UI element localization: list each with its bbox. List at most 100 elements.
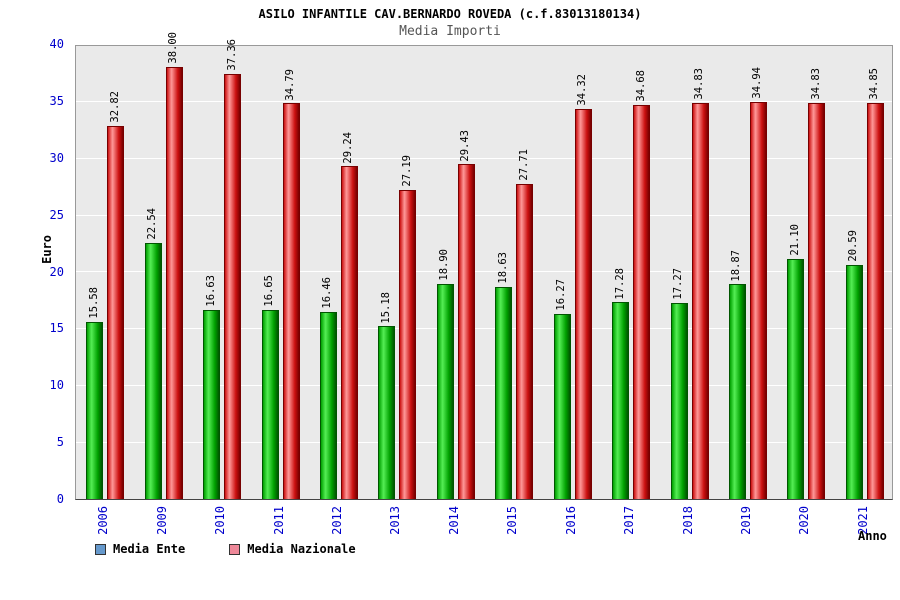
bar-value-label: 22.54 <box>146 208 159 240</box>
x-tick-label: 2020 <box>797 506 812 535</box>
bar-media-nazionale <box>399 189 417 499</box>
bar-media-nazionale <box>107 125 125 499</box>
bar-media-nazionale <box>282 103 300 499</box>
bar-value-label: 34.83 <box>809 68 822 100</box>
x-axis-ticks: 2006 2009 2010 2011 2012 2013 2014 2015 2016 2017… <box>75 506 893 546</box>
bar-media-nazionale <box>749 101 767 499</box>
bar-media-ente <box>436 284 454 499</box>
bar-value-label: 34.83 <box>693 68 705 100</box>
bar-value-label: 16.65 <box>263 275 275 307</box>
bar-value-label: 29.24 <box>342 131 355 164</box>
y-tick-label: 35 <box>49 93 64 108</box>
bar-media-nazionale <box>691 102 709 499</box>
legend: Media Ente Media Nazionale <box>95 542 356 556</box>
bar-media-nazionale <box>808 102 826 499</box>
bar-value-label: 18.63 <box>496 252 509 285</box>
bar-media-ente <box>728 284 746 499</box>
bar-media-nazionale <box>516 183 534 499</box>
gridline <box>76 328 892 329</box>
bar-media-nazionale <box>165 66 183 499</box>
bar-media-nazionale <box>340 166 358 499</box>
bar-value-label: 18.87 <box>730 249 743 282</box>
bar-value-label: 21.10 <box>788 224 801 256</box>
bar-media-ente <box>670 302 688 499</box>
gridline <box>76 442 892 443</box>
gridline <box>76 44 892 45</box>
bar-media-ente <box>845 264 863 499</box>
bar-value-label: 37.36 <box>225 39 238 72</box>
bar-value-label: 34.85 <box>868 67 881 100</box>
x-tick-label: 2013 <box>388 506 403 535</box>
x-tick-label: 2016 <box>563 506 578 535</box>
x-tick-label: 2019 <box>738 506 753 535</box>
bar-media-ente <box>261 309 279 499</box>
chart-title: ASILO INFANTILE CAV.BERNARDO ROVEDA (c.f… <box>258 7 642 21</box>
bar-value-label: 15.58 <box>87 287 100 319</box>
bar-value-label: 34.94 <box>751 66 764 99</box>
y-tick-label: 25 <box>49 207 64 222</box>
y-tick-label: 30 <box>49 150 64 165</box>
bar-value-label: 17.28 <box>613 267 626 300</box>
bar-media-ente <box>319 311 337 499</box>
y-tick-label: 5 <box>56 435 64 450</box>
bar-media-nazionale <box>574 108 592 499</box>
y-tick-label: 40 <box>49 37 64 51</box>
legend-label: Media Ente <box>113 542 186 556</box>
bar-media-nazionale <box>866 102 884 499</box>
legend-swatch <box>229 543 241 555</box>
bar-value-label: 34.79 <box>284 68 296 101</box>
x-tick-label: 2010 <box>213 506 228 535</box>
x-tick-label: 2012 <box>329 506 344 535</box>
gridline <box>76 215 892 216</box>
gridline <box>76 271 892 272</box>
bar-value-label: 34.68 <box>634 69 647 102</box>
gridline <box>76 101 892 102</box>
bar-value-label: 29.43 <box>459 129 472 162</box>
legend-swatch <box>95 543 106 555</box>
bar-media-ente <box>144 242 162 499</box>
x-tick-label: 2017 <box>622 506 637 535</box>
bar-media-ente <box>495 287 513 499</box>
y-tick-label: 15 <box>49 321 64 336</box>
x-tick-label: 2018 <box>680 506 695 535</box>
bar-value-label: 38.00 <box>167 32 180 64</box>
gridline <box>76 158 892 159</box>
legend-label: Media Nazionale <box>247 542 356 556</box>
y-axis-ticks: 0 5 10 15 20 25 30 35 40 <box>0 37 64 506</box>
bar-media-ente <box>378 326 396 499</box>
gridline <box>76 385 892 386</box>
plot-area: 15.58 32.82 22.54 38.00 16.63 37.36 16.65 34.79… <box>75 32 893 500</box>
x-tick-label: 2006 <box>96 506 111 535</box>
bar-media-ente <box>612 302 630 499</box>
bar-value-label: 16.63 <box>204 275 217 307</box>
bar-media-ente <box>86 321 104 499</box>
bar-value-label: 20.59 <box>847 230 860 262</box>
legend-item: Media Ente <box>95 542 185 556</box>
y-tick-label: 10 <box>49 378 64 393</box>
bar-value-label: 17.27 <box>672 267 684 300</box>
bar-value-label: 27.19 <box>400 155 413 187</box>
bar-value-label: 16.46 <box>321 277 334 309</box>
chart-subtitle: Media Importi <box>399 24 501 39</box>
x-tick-label: 2015 <box>505 506 520 535</box>
y-tick-label: 20 <box>49 264 64 279</box>
x-tick-label: 2014 <box>446 506 461 535</box>
bar-value-label: 16.27 <box>555 279 568 311</box>
bar-media-nazionale <box>224 74 242 499</box>
legend-item: Media Nazionale <box>229 542 356 556</box>
bar-media-ente <box>787 259 805 499</box>
bar-media-ente <box>203 309 221 499</box>
bar-media-nazionale <box>633 104 651 499</box>
bar-media-nazionale <box>457 164 475 499</box>
bar-value-label: 34.32 <box>576 74 589 106</box>
x-axis-label: Anno <box>858 529 887 543</box>
bar-value-label: 27.71 <box>517 149 530 181</box>
bar-value-label: 32.82 <box>108 91 121 123</box>
y-tick-label: 0 <box>56 492 64 506</box>
x-tick-label: 2009 <box>154 506 169 535</box>
bar-media-ente <box>553 313 571 499</box>
bar-value-label: 18.90 <box>438 249 451 282</box>
bar-value-label: 15.18 <box>379 291 392 324</box>
x-tick-label: 2011 <box>271 506 286 535</box>
